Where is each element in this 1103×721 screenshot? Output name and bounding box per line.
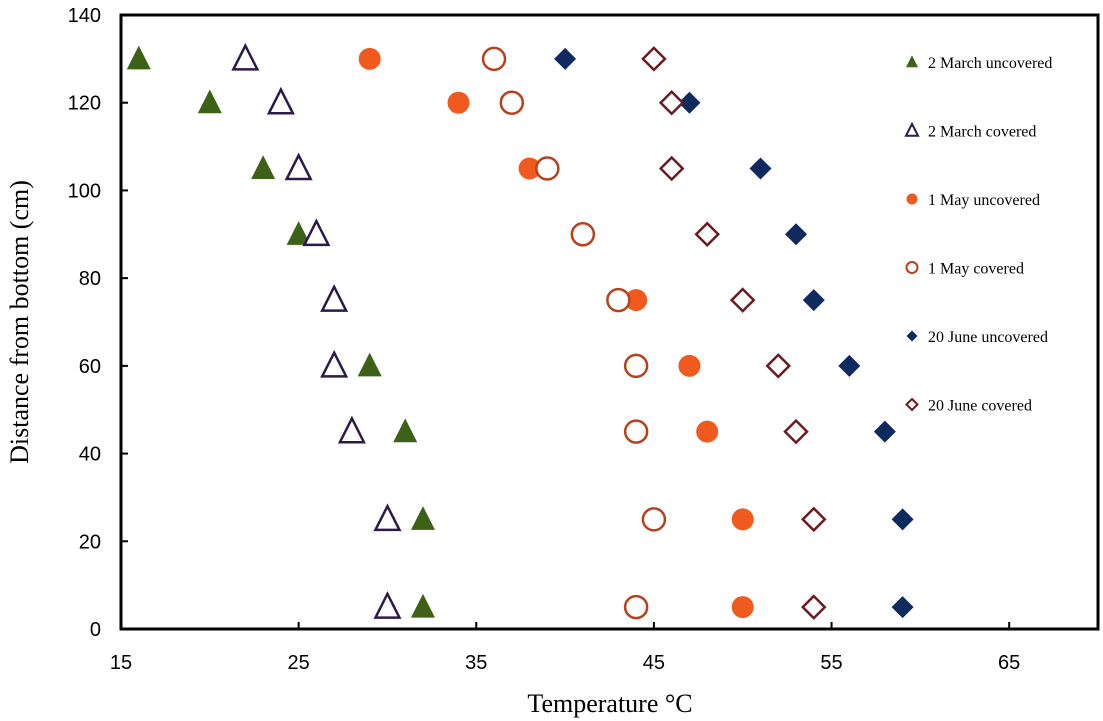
y-tick-label: 120 bbox=[68, 93, 101, 115]
x-tick-label: 45 bbox=[643, 652, 665, 674]
legend-entry: 20 June covered bbox=[905, 397, 1032, 415]
y-tick-label: 20 bbox=[79, 531, 101, 553]
legend-entry: 1 May uncovered bbox=[906, 192, 1040, 209]
data-point bbox=[337, 415, 366, 444]
legend-entry: 2 March covered bbox=[904, 121, 1036, 141]
data-point bbox=[126, 45, 151, 70]
legend-label: 20 June uncovered bbox=[928, 329, 1048, 346]
legend-label: 20 June covered bbox=[928, 398, 1032, 415]
data-point bbox=[554, 47, 577, 70]
data-point bbox=[729, 287, 756, 313]
data-point bbox=[641, 507, 667, 532]
legend-label: 1 May uncovered bbox=[928, 192, 1040, 209]
legend-label: 2 March covered bbox=[928, 124, 1036, 141]
data-point bbox=[499, 90, 525, 115]
x-axis-title: Temperature °C bbox=[527, 689, 692, 718]
y-tick-label: 40 bbox=[79, 444, 101, 466]
y-tick-label: 80 bbox=[79, 268, 101, 290]
data-point bbox=[606, 287, 631, 313]
data-point bbox=[410, 593, 435, 618]
legend-label: 1 May covered bbox=[928, 261, 1024, 278]
data-point bbox=[447, 91, 470, 114]
data-point bbox=[641, 46, 667, 72]
data-point bbox=[765, 353, 792, 379]
x-tick-label: 55 bbox=[820, 652, 842, 674]
y-tick-label: 60 bbox=[79, 356, 101, 378]
series-20-june-uncovered bbox=[554, 47, 914, 619]
data-point bbox=[625, 289, 648, 312]
data-point bbox=[873, 420, 896, 443]
legend-marker bbox=[905, 397, 919, 412]
data-point bbox=[286, 221, 311, 245]
data-point bbox=[731, 508, 754, 531]
legend-marker bbox=[905, 261, 919, 274]
legend-marker bbox=[904, 121, 920, 137]
data-points bbox=[126, 42, 914, 620]
data-point bbox=[658, 155, 685, 182]
y-axis-title: Distance from bottom (cm) bbox=[5, 180, 34, 464]
data-point bbox=[694, 221, 720, 248]
data-point bbox=[731, 596, 754, 619]
data-point bbox=[783, 418, 809, 445]
data-point bbox=[658, 89, 685, 116]
series-2-march-uncovered bbox=[126, 45, 435, 618]
data-point bbox=[801, 594, 827, 620]
x-tick-label: 15 bbox=[110, 652, 132, 674]
series-2-march-covered bbox=[231, 42, 402, 619]
data-point bbox=[284, 152, 313, 181]
data-point bbox=[518, 157, 541, 180]
data-point bbox=[320, 349, 349, 378]
x-tick-label: 65 bbox=[998, 652, 1020, 674]
x-tick-label: 35 bbox=[465, 652, 487, 674]
data-point bbox=[678, 354, 701, 377]
data-point bbox=[623, 353, 649, 379]
data-point bbox=[373, 503, 402, 532]
data-point bbox=[749, 157, 772, 180]
legend-entry: 20 June uncovered bbox=[906, 329, 1048, 346]
data-point bbox=[891, 508, 914, 531]
data-point bbox=[481, 46, 507, 72]
data-point bbox=[623, 419, 649, 444]
data-point bbox=[320, 284, 349, 312]
data-point bbox=[302, 218, 331, 247]
data-point bbox=[678, 91, 701, 114]
legend-marker bbox=[906, 55, 918, 68]
legend: 2 March uncovered 2 March covered 1 May un… bbox=[904, 55, 1052, 415]
data-point bbox=[570, 222, 596, 247]
data-point bbox=[696, 420, 719, 443]
data-point bbox=[231, 42, 260, 71]
data-point bbox=[373, 591, 402, 619]
legend-entry: 2 March uncovered bbox=[906, 55, 1052, 72]
data-point bbox=[197, 89, 222, 114]
x-tick-label: 25 bbox=[288, 652, 310, 674]
data-point bbox=[623, 594, 649, 620]
legend-marker bbox=[906, 193, 918, 205]
y-tick-label: 0 bbox=[90, 619, 101, 641]
data-point bbox=[251, 155, 276, 180]
y-tick-label: 100 bbox=[68, 180, 101, 202]
data-point bbox=[535, 156, 560, 181]
series-1-may-uncovered bbox=[358, 47, 754, 619]
series-1-may-covered bbox=[481, 46, 667, 620]
legend-entry: 1 May covered bbox=[905, 261, 1024, 278]
y-tick-label: 140 bbox=[68, 5, 101, 27]
plot-area-frame bbox=[119, 13, 1100, 631]
data-point bbox=[266, 86, 295, 115]
data-point bbox=[393, 418, 418, 443]
data-point bbox=[802, 289, 825, 312]
legend-marker bbox=[906, 330, 918, 342]
data-point bbox=[410, 506, 435, 530]
data-point bbox=[891, 596, 914, 619]
data-point bbox=[801, 506, 827, 533]
data-point bbox=[785, 223, 808, 246]
axis-ticks: 15 25 35 45 55 65 0 20 40 60 80 100 120 140 bbox=[68, 5, 1021, 674]
data-point bbox=[358, 47, 381, 70]
legend-label: 2 March uncovered bbox=[928, 55, 1052, 72]
series-20-june-covered bbox=[641, 46, 827, 620]
data-point bbox=[357, 352, 382, 377]
data-point bbox=[838, 354, 861, 377]
